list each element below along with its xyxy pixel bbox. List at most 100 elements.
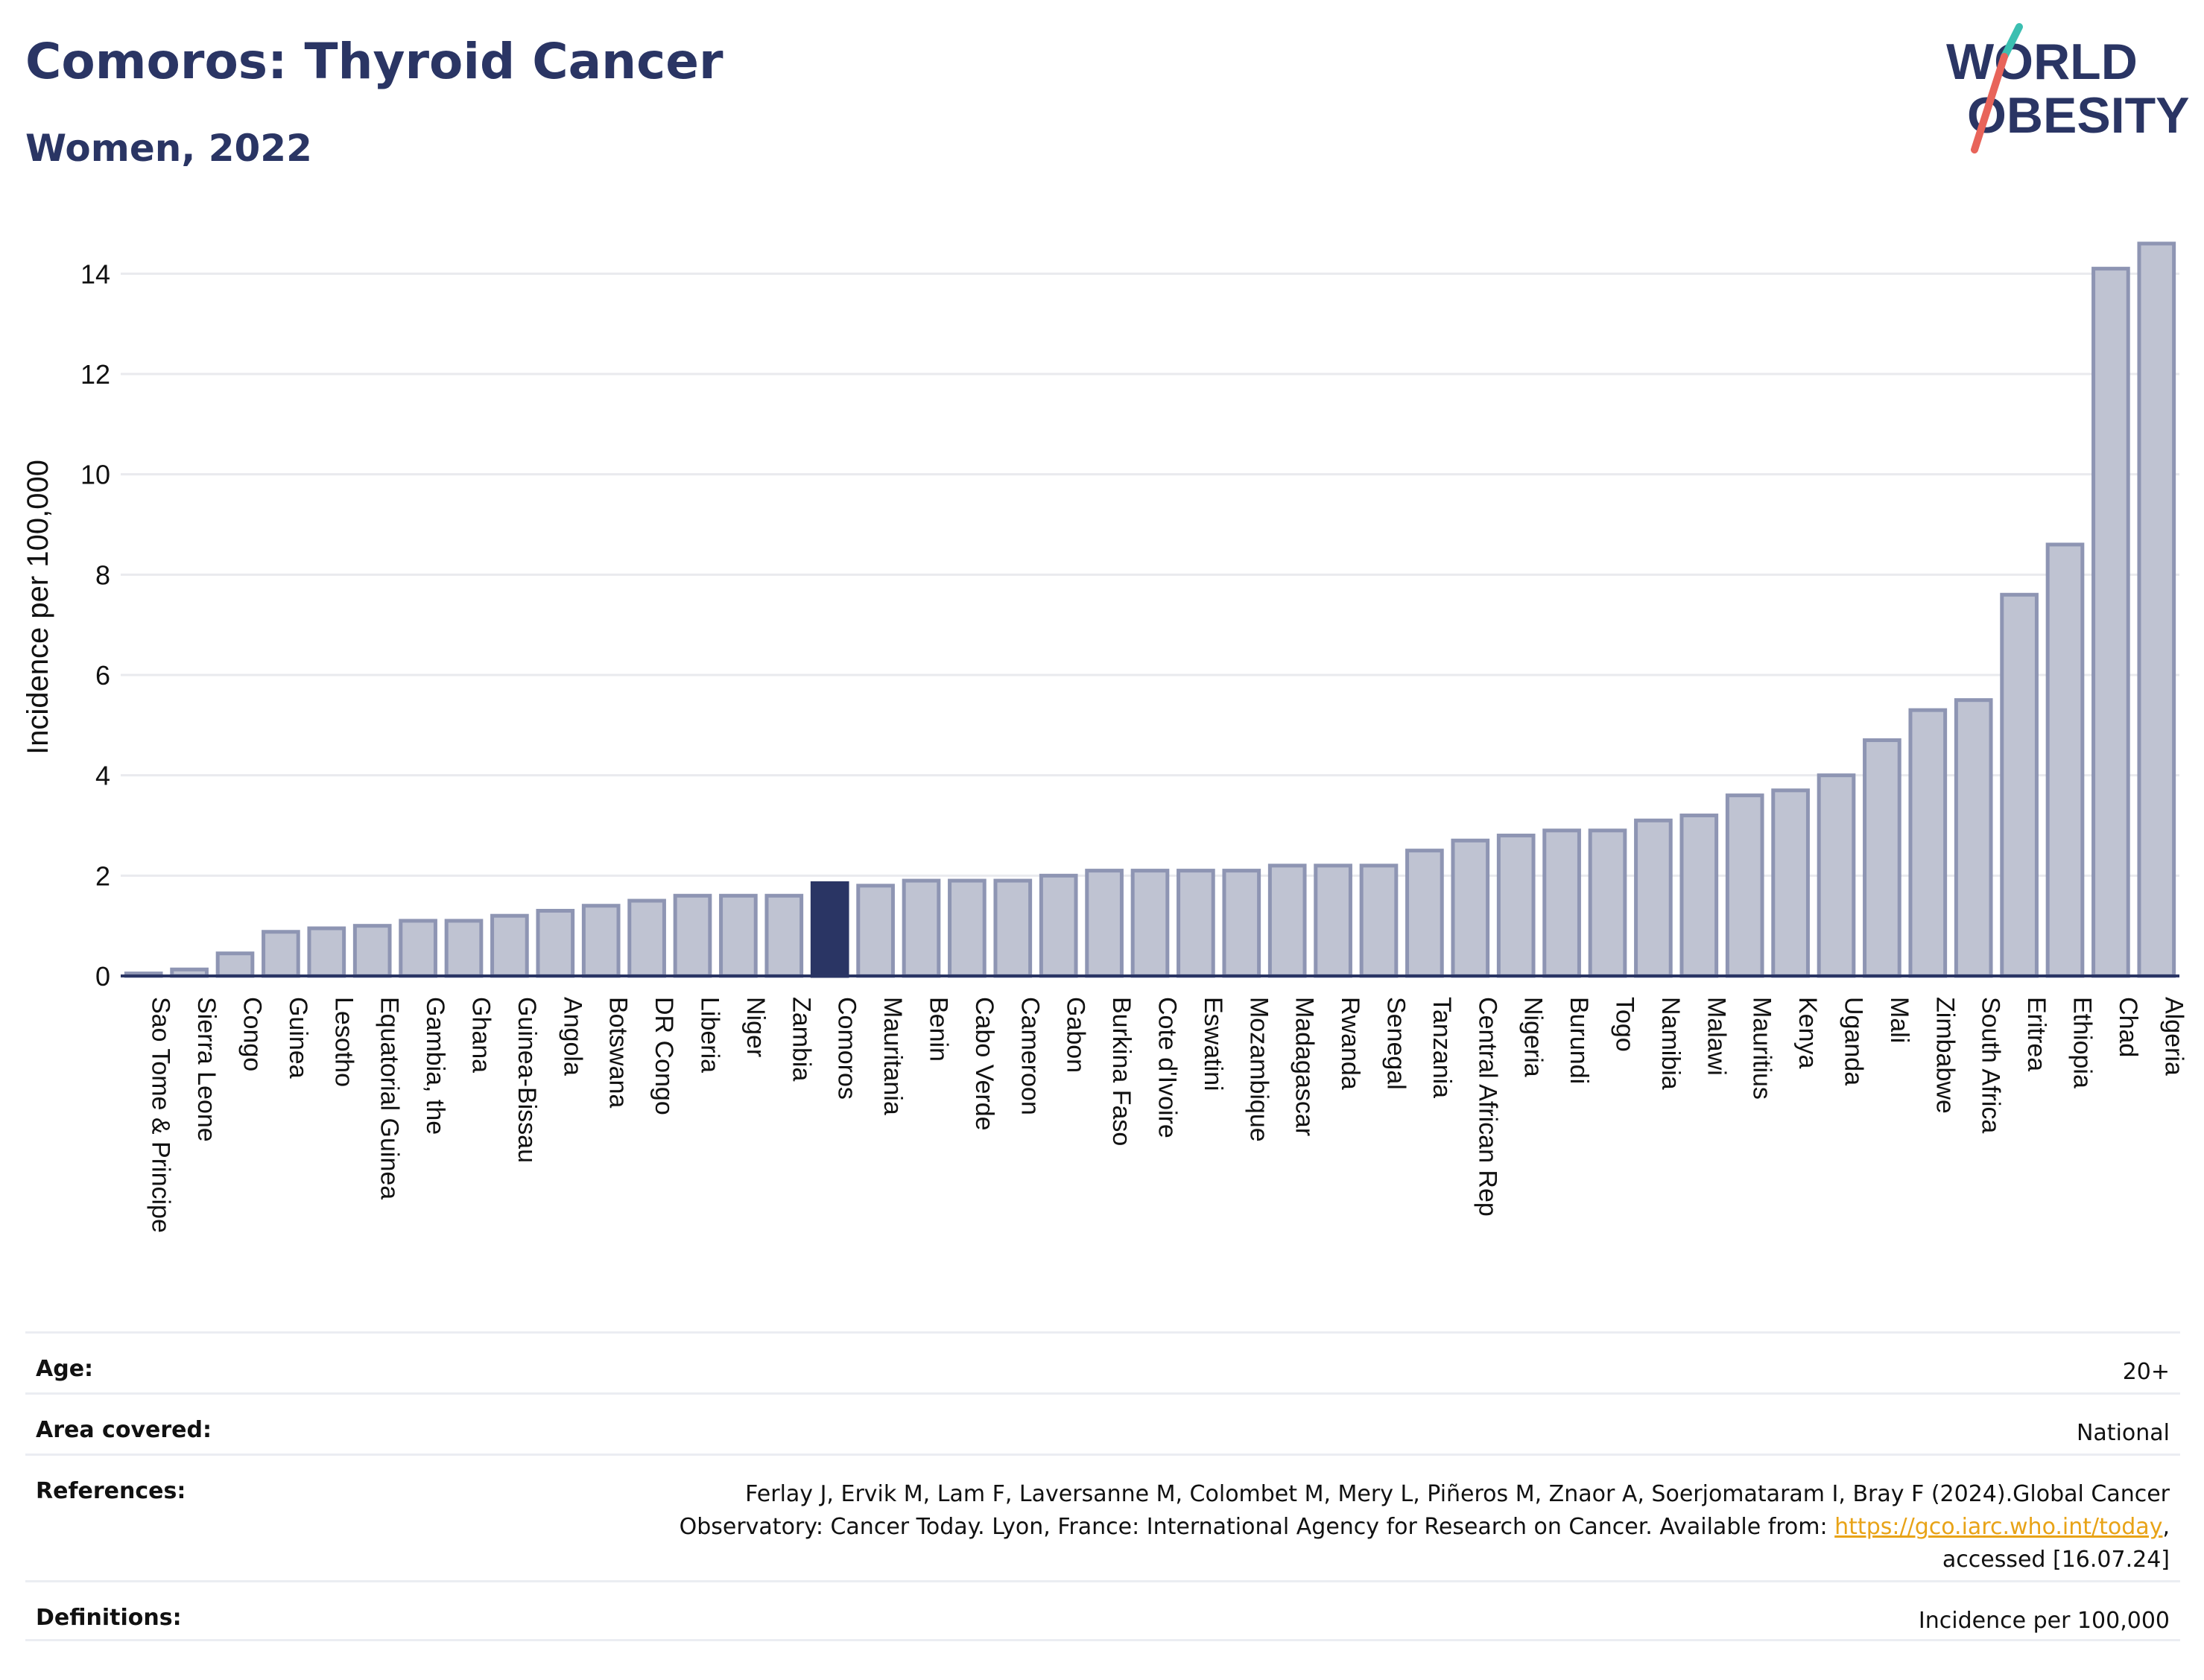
x-tick-label: Burkina Faso xyxy=(1107,997,1136,1146)
x-tick-label: Nigeria xyxy=(1519,997,1548,1077)
bar-lesotho xyxy=(307,926,346,978)
bar-madagascar xyxy=(1267,863,1307,978)
x-tick-label: Kenya xyxy=(1793,997,1822,1068)
bar-tanzania xyxy=(1405,849,1444,978)
bar-botswana xyxy=(581,904,621,978)
x-tick-label: Mauritius xyxy=(1748,997,1776,1100)
x-tick-label: Sao Tome & Principe xyxy=(147,997,175,1233)
x-tick-label: Mauritania xyxy=(878,997,907,1115)
references-line-1: Ferlay J, Ervik M, Lam F, Laversanne M, … xyxy=(745,1481,2170,1507)
x-tick-label: Algeria xyxy=(2159,997,2188,1076)
chart-title: Comoros: Thyroid Cancer xyxy=(25,33,723,90)
x-tick-label: Botswana xyxy=(604,997,633,1108)
x-tick-label: Ethiopia xyxy=(2068,997,2097,1088)
x-tick-label: Gabon xyxy=(1062,997,1090,1073)
x-tick-label: Ghana xyxy=(467,997,495,1073)
y-tick-label: 12 xyxy=(80,359,110,390)
definitions-value: Incidence per 100,000 xyxy=(1918,1608,2170,1634)
bar-guinea xyxy=(262,930,300,978)
bar-gambia-the xyxy=(399,919,437,978)
bar-eswatini xyxy=(1177,869,1215,978)
bar-mauritania xyxy=(856,884,895,978)
references-line-2-suffix: , xyxy=(2162,1514,2170,1540)
x-tick-label: Eritrea xyxy=(2022,997,2051,1071)
bar-ethiopia xyxy=(2045,542,2085,978)
bar-burkina-faso xyxy=(1085,869,1124,978)
x-tick-label: Cote d'Ivoire xyxy=(1153,997,1182,1138)
bar-zimbabwe xyxy=(1908,708,1948,978)
x-tick-label: Cameroon xyxy=(1016,997,1044,1115)
x-tick-label: Liberia xyxy=(696,997,724,1073)
references-line-3: accessed [16.07.24] xyxy=(1942,1547,2170,1573)
bar-gabon xyxy=(1039,873,1078,978)
x-tick-label: Mali xyxy=(1885,997,1913,1043)
bar-cameroon xyxy=(993,878,1033,978)
bar-nigeria xyxy=(1496,833,1536,978)
y-tick-label: 10 xyxy=(80,460,110,490)
bar-chad xyxy=(2091,267,2130,978)
x-tick-label: Guinea-Bissau xyxy=(513,997,541,1163)
y-tick-label: 0 xyxy=(95,961,110,992)
bar-mozambique xyxy=(1222,869,1261,978)
logo-text-world: WORLD xyxy=(1946,34,2138,90)
x-tick-label: Madagascar xyxy=(1291,997,1319,1136)
references-link[interactable]: https://gco.iarc.who.int/today xyxy=(1834,1514,2163,1540)
x-tick-label: Burundi xyxy=(1565,997,1593,1084)
info-row-definitions: Definitions: Incidence per 100,000 xyxy=(25,1580,2180,1641)
definitions-label: Definitions: xyxy=(36,1605,182,1631)
x-tick-label: Cabo Verde xyxy=(970,997,998,1131)
x-tick-label: Sierra Leone xyxy=(192,997,221,1142)
info-table: Age: 20+ Area covered: National Referenc… xyxy=(25,1331,2180,1641)
x-tick-label: Mozambique xyxy=(1244,997,1273,1142)
x-tick-label: Gambia, the xyxy=(421,997,449,1135)
x-tick-label: Uganda xyxy=(1840,997,1868,1085)
bar-cote-d-ivoire xyxy=(1130,869,1170,978)
bar-ghana xyxy=(444,919,484,978)
x-tick-label: Namibia xyxy=(1656,997,1685,1090)
y-tick-label: 4 xyxy=(95,761,110,791)
x-tick-label: Comoros xyxy=(833,997,861,1100)
bar-malawi xyxy=(1679,814,1719,978)
x-tick-label: Zambia xyxy=(787,997,815,1081)
x-tick-label: DR Congo xyxy=(650,997,678,1115)
x-tick-label: Togo xyxy=(1611,997,1639,1052)
bar-senegal xyxy=(1359,863,1399,978)
x-tick-label: Guinea xyxy=(284,997,312,1079)
bar-south-africa xyxy=(1954,698,1993,978)
bar-mali xyxy=(1863,738,1901,978)
area-value: National xyxy=(2076,1420,2170,1446)
bar-burundi xyxy=(1542,828,1581,978)
x-tick-label: Tanzania xyxy=(1428,997,1456,1098)
bar-central-african-rep xyxy=(1451,838,1490,978)
x-tick-label: Zimbabwe xyxy=(1931,997,1959,1114)
bar-zambia xyxy=(764,893,804,978)
bar-congo xyxy=(215,951,255,978)
x-tick-label: Angola xyxy=(558,997,586,1076)
bar-uganda xyxy=(1817,773,1856,978)
x-tick-label: Chad xyxy=(2114,997,2142,1057)
x-tick-label: Benin xyxy=(925,997,953,1062)
bar-mauritius xyxy=(1725,793,1764,978)
bar-niger xyxy=(719,893,758,978)
bar-angola xyxy=(536,908,575,978)
x-tick-label: Eswatini xyxy=(1199,997,1227,1091)
x-tick-label: Equatorial Guinea xyxy=(376,997,404,1199)
area-label: Area covered: xyxy=(36,1417,212,1443)
y-tick-label: 8 xyxy=(95,560,110,590)
bar-chart: 0 2 4 6 8 10 12 14 Sao Tome & Principe Sierra Le… xyxy=(22,241,2188,1233)
logo-text-obesity: OBESITY xyxy=(1967,87,2190,144)
chart-subtitle: Women, 2022 xyxy=(25,127,312,170)
bar-cabo-verde xyxy=(948,878,987,978)
x-tick-label: Congo xyxy=(238,997,267,1071)
info-row-references: References: Ferlay J, Ervik M, Lam F, La… xyxy=(25,1454,2180,1580)
bar-algeria xyxy=(2137,241,2176,978)
logo-slash-top xyxy=(2001,23,2023,60)
y-tick-label: 6 xyxy=(95,660,110,691)
bars xyxy=(124,241,2176,978)
y-tick-label: 14 xyxy=(80,259,110,289)
bar-equatorial-guinea xyxy=(352,924,392,978)
x-tick-label: Lesotho xyxy=(329,997,358,1087)
bar-rwanda xyxy=(1314,863,1352,978)
info-row-area: Area covered: National xyxy=(25,1392,2180,1454)
age-label: Age: xyxy=(36,1356,94,1382)
